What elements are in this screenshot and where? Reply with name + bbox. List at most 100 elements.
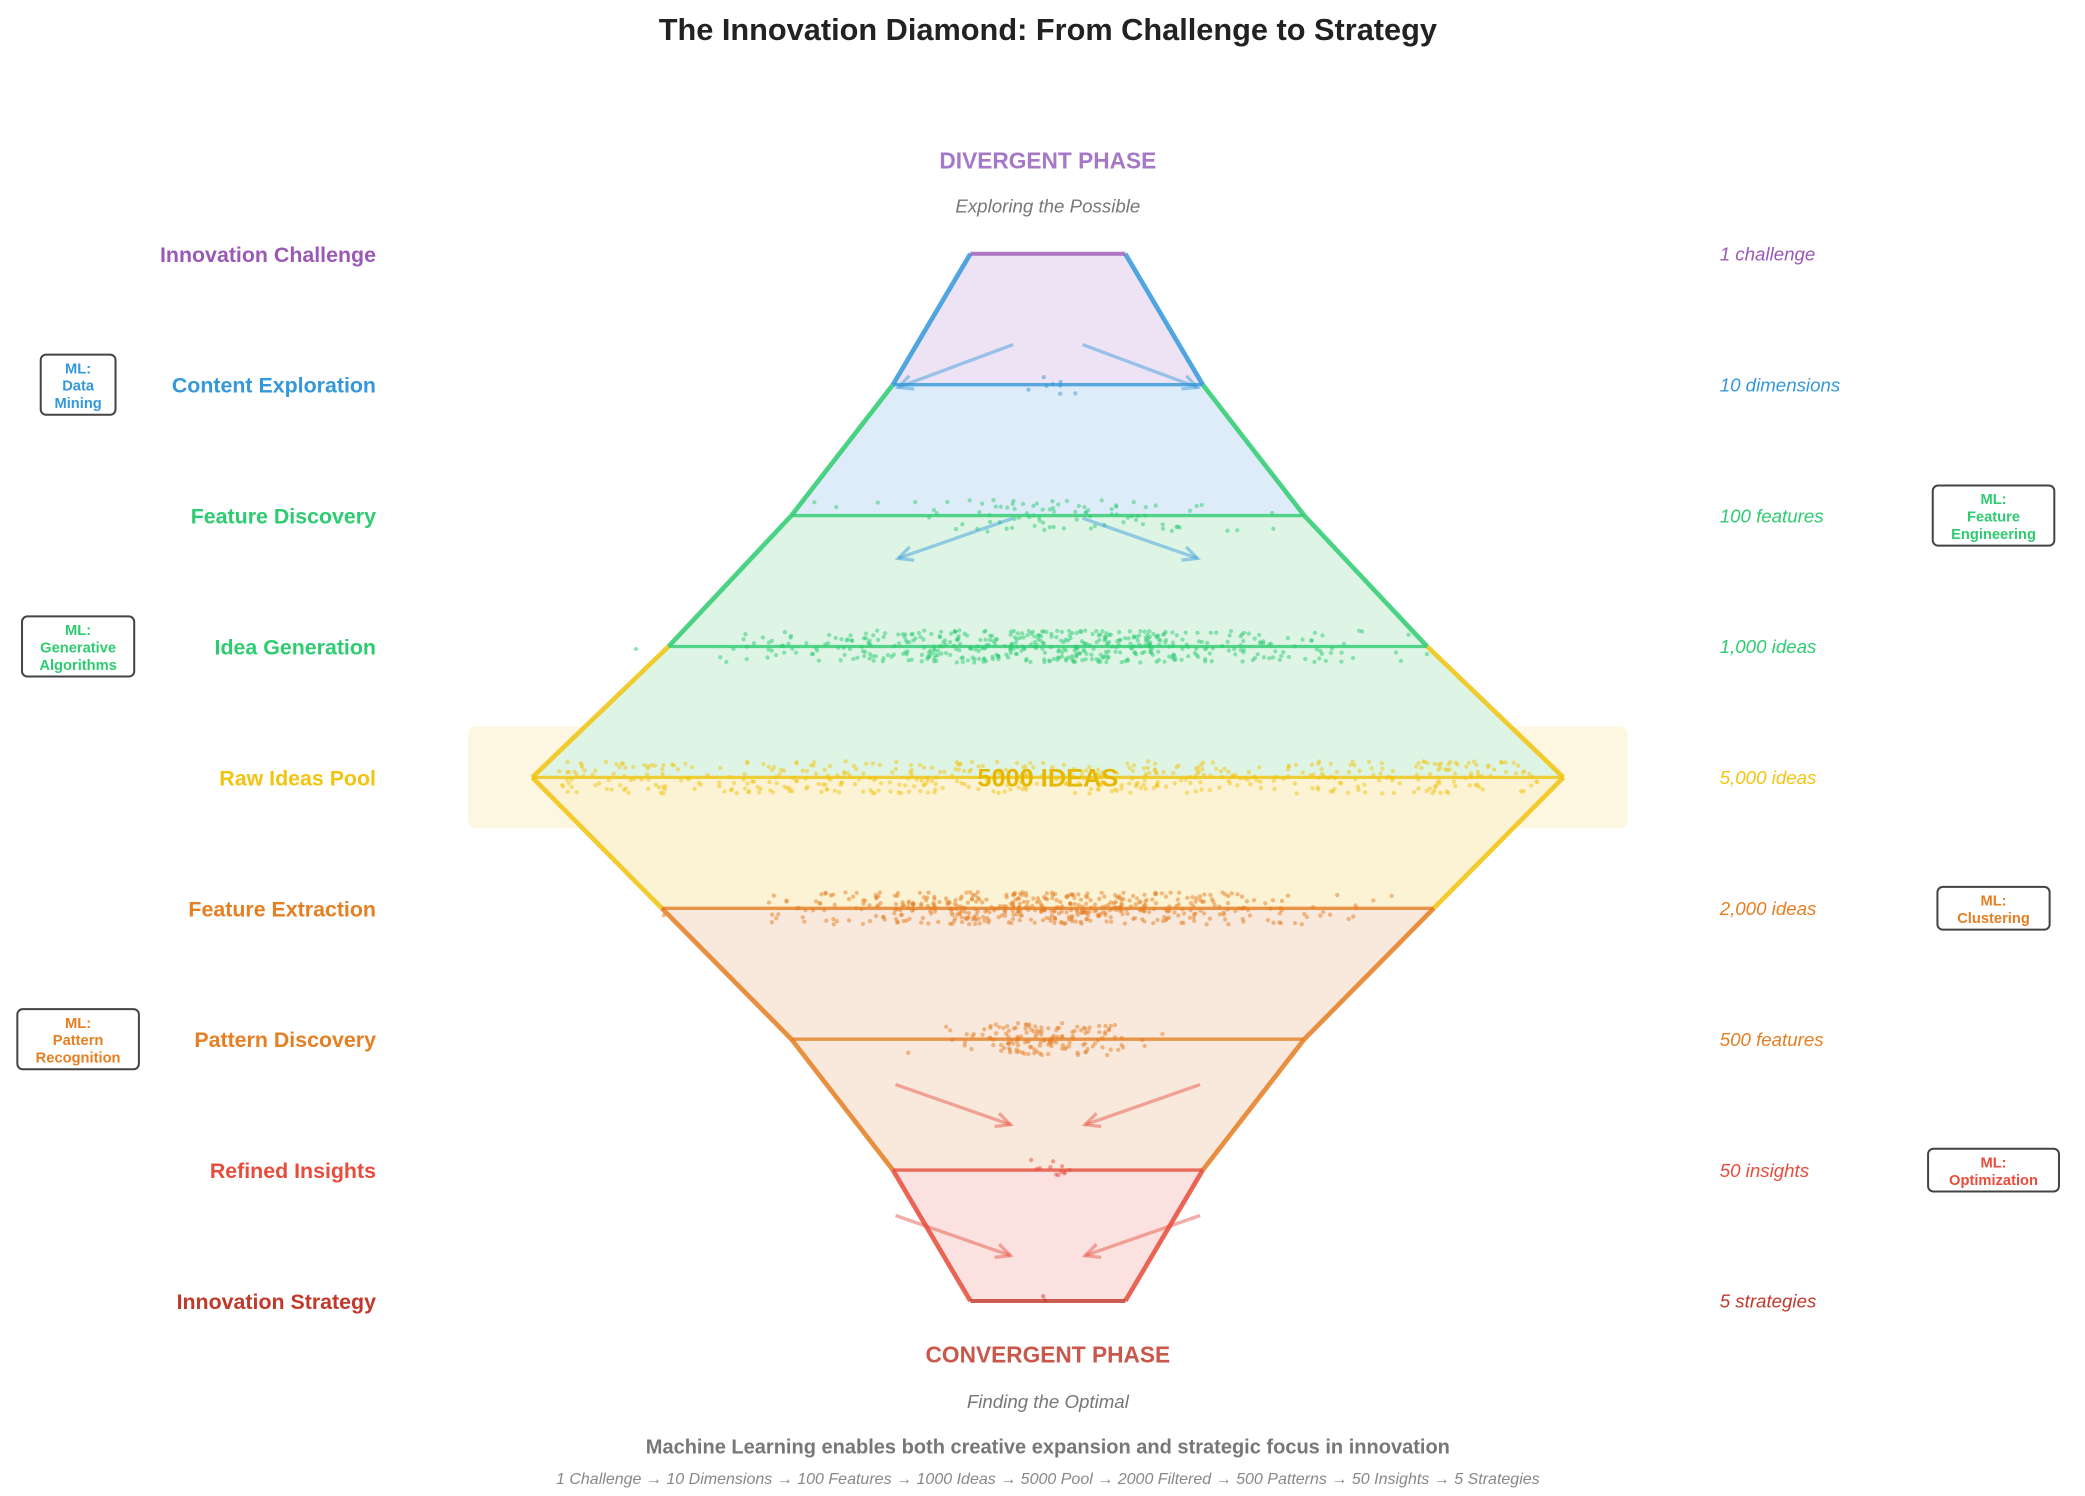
idea-dot [1186,654,1191,659]
idea-dot [835,773,840,778]
idea-dot [623,765,628,770]
idea-dot [1389,893,1394,899]
idea-dot [1109,512,1114,517]
idea-dot [937,899,942,905]
idea-dot [1252,774,1257,780]
idea-dot [1131,893,1136,899]
idea-dot [1286,774,1291,779]
idea-dot [1255,652,1260,657]
idea-dot [928,908,933,914]
idea-dot [1286,767,1291,772]
idea-dot [1466,760,1471,765]
idea-dot [994,1031,999,1036]
idea-dot [769,638,774,644]
diamond-segment [791,384,1305,516]
idea-dot [936,648,941,653]
idea-dot [809,651,815,657]
idea-dot [1147,770,1152,775]
idea-dot [1013,640,1018,645]
idea-dot [1156,649,1161,654]
idea-dot [1011,1041,1016,1046]
idea-dot [1351,914,1356,919]
idea-dot [812,500,817,505]
idea-dot [1136,642,1142,647]
idea-dot [931,507,937,513]
idea-dot [1302,912,1307,917]
idea-dot [999,1048,1004,1053]
idea-dot [1170,630,1175,635]
idea-dot [1020,501,1026,507]
idea-dot [1119,783,1124,788]
idea-dot [1055,628,1060,633]
idea-dot [1197,894,1203,899]
idea-dot [565,759,570,765]
idea-dot [847,774,853,779]
idea-dot [976,916,981,921]
idea-dot [1039,909,1044,914]
idea-dot [1137,908,1143,913]
idea-dot [606,777,611,783]
idea-dot [1120,912,1125,917]
idea-dot [986,642,991,648]
idea-dot [1097,896,1102,902]
idea-dot [860,649,866,654]
idea-dot [1101,654,1106,660]
idea-dot [877,890,882,895]
idea-dot [822,767,827,773]
idea-dot [1056,502,1061,507]
idea-dot [1029,642,1034,647]
idea-dot [1267,642,1272,647]
idea-dot [950,1037,955,1042]
idea-dot [932,894,937,900]
idea-dot [1140,1037,1145,1043]
idea-dot [1028,917,1034,922]
idea-dot [961,768,967,773]
idea-dot [564,777,570,782]
idea-dot [1294,791,1299,796]
idea-dot [1105,642,1110,647]
idea-dot [882,631,888,636]
idea-dot [1176,913,1181,918]
idea-dot [804,641,809,646]
diamond-edge-right [1432,775,1566,910]
idea-dot [1194,503,1199,509]
idea-dot [1020,1050,1025,1055]
idea-dot [1528,783,1534,788]
idea-dot [958,896,963,901]
idea-dot [1015,896,1021,901]
idea-dot [597,781,602,786]
idea-dot [1041,375,1046,380]
idea-dot [839,780,844,785]
idea-dot [1049,913,1055,918]
idea-dot [1084,916,1090,922]
idea-dot [1040,520,1046,525]
idea-dot [875,628,880,633]
idea-dot [1078,919,1083,925]
idea-dot [963,910,968,915]
idea-dot [954,760,959,765]
idea-dot [1170,640,1176,645]
idea-dot [1017,918,1022,923]
idea-dot [1051,509,1057,514]
idea-dot [1198,780,1203,785]
idea-dot [1242,630,1247,635]
idea-dot [981,656,987,661]
stage-count-label: 50 insights [1720,1160,1809,1181]
idea-dot [1303,656,1308,662]
idea-dot [1114,905,1119,910]
idea-dot [1184,790,1190,795]
idea-dot [925,903,931,909]
idea-dot [1123,659,1128,664]
diamond-edge-right [1123,1168,1205,1303]
idea-dot [960,655,965,660]
idea-dot [1427,786,1432,791]
idea-dot [1041,760,1046,766]
idea-dot [1111,900,1117,906]
idea-dot [957,641,963,647]
idea-dot [1067,901,1073,906]
idea-dot [967,769,972,774]
idea-dot [1310,786,1315,791]
idea-dot [652,763,658,768]
ml-annotation-text: Engineering [1951,527,2036,543]
idea-dot [1119,901,1124,906]
